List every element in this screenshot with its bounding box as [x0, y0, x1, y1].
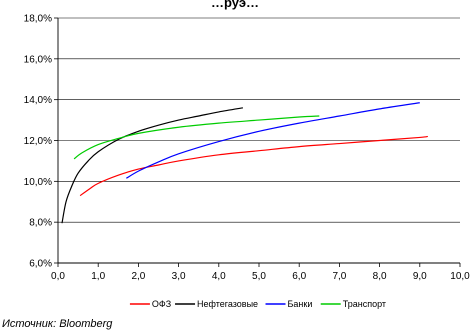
legend-label-0: ОФЗ — [152, 299, 171, 309]
series-line-2 — [126, 102, 420, 179]
source-note: Источник: Bloomberg — [2, 318, 113, 330]
chart-title-fragment: …руэ… — [211, 0, 259, 10]
y-tick-label: 8,0% — [29, 218, 52, 229]
x-tick-label: 5,0 — [252, 271, 266, 282]
x-tick-label: 1,0 — [91, 271, 105, 282]
x-tick-label: 3,0 — [172, 271, 186, 282]
y-tick-label: 18,0% — [24, 14, 52, 25]
y-tick-label: 14,0% — [24, 95, 52, 106]
axes — [54, 17, 461, 267]
legend-label-3: Транспорт — [343, 299, 386, 309]
line-chart: …руэ… 6,0% 8,0% 10,0% 12,0% 14,0% 16,0% 18,0% 0… — [24, 0, 471, 309]
legend-label-1: Нефтегазовые — [197, 299, 258, 309]
x-tick-label: 4,0 — [212, 271, 226, 282]
x-tick-label: 6,0 — [292, 271, 306, 282]
y-tick-label: 10,0% — [24, 177, 52, 188]
x-tick-label: 10,0 — [450, 271, 470, 282]
series-line-3 — [73, 115, 320, 160]
x-tick-label: 9,0 — [413, 271, 427, 282]
series-lines — [61, 102, 428, 224]
x-tick-label: 7,0 — [332, 271, 346, 282]
legend-label-2: Банки — [288, 299, 313, 309]
x-tick-label: 0,0 — [51, 271, 65, 282]
gridlines — [58, 17, 460, 223]
series-line-1 — [61, 107, 244, 224]
chart-area: …руэ… 6,0% 8,0% 10,0% 12,0% 14,0% 16,0% 18,0% 0… — [24, 0, 471, 309]
x-tick-label: 2,0 — [131, 271, 145, 282]
y-tick-label: 6,0% — [29, 259, 52, 270]
x-tick-label: 8,0 — [373, 271, 387, 282]
y-tick-label: 12,0% — [24, 136, 52, 147]
y-tick-label: 16,0% — [24, 54, 52, 65]
legend: ОФЗ Нефтегазовые Банки Транспорт — [129, 299, 386, 309]
series-line-0 — [79, 135, 428, 197]
tick-labels: 6,0% 8,0% 10,0% 12,0% 14,0% 16,0% 18,0% 0,0 1,0 2… — [24, 14, 471, 283]
